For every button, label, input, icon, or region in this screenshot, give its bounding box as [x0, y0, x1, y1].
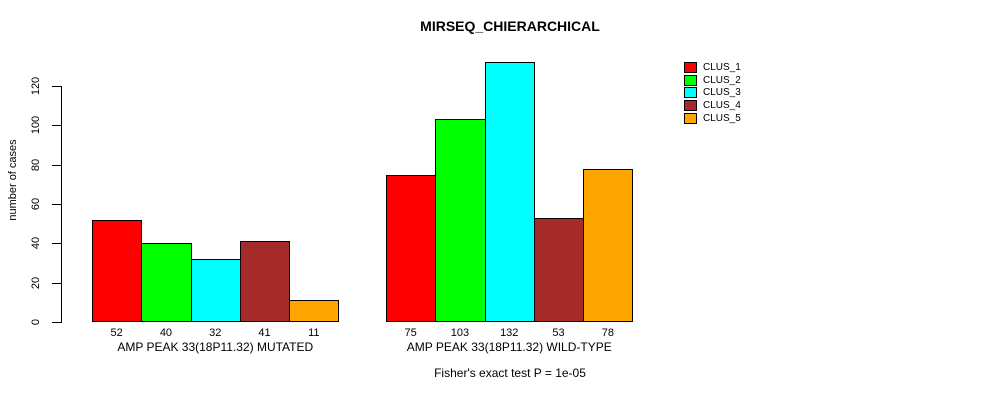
y-tick-label: 120: [30, 76, 42, 96]
y-tick: [52, 164, 61, 166]
bar: [92, 219, 143, 322]
bar: [239, 241, 291, 322]
bar: [484, 62, 535, 322]
bar-value-label: 53: [552, 327, 565, 339]
legend-item-label: CLUS_2: [703, 74, 741, 86]
bar-value-label: 32: [209, 327, 222, 339]
legend-item-label: CLUS_3: [703, 87, 741, 99]
legend-swatch-icon: [684, 61, 697, 73]
bar-value-label: 132: [500, 327, 519, 339]
legend-item-label: CLUS_4: [703, 99, 741, 111]
y-tick: [52, 282, 61, 284]
legend-swatch-icon: [684, 74, 697, 86]
chart-title: MIRSEQ_CHIERARCHICAL: [420, 18, 600, 34]
bar-value-label: 11: [308, 327, 320, 339]
bar: [533, 217, 585, 322]
legend-item: CLUS_5: [684, 112, 741, 125]
legend-swatch-icon: [684, 112, 697, 124]
y-tick: [52, 322, 61, 323]
legend-swatch-icon: [684, 87, 697, 99]
y-tick-label: 0: [30, 318, 42, 326]
legend-swatch-icon: [684, 99, 697, 111]
bar: [141, 243, 192, 322]
bar-value-label: 41: [258, 327, 271, 339]
bar: [583, 168, 634, 322]
y-tick-label: 20: [30, 276, 42, 289]
legend-item-label: CLUS_1: [703, 61, 741, 73]
legend-item: CLUS_4: [684, 99, 741, 112]
y-tick-label: 100: [30, 116, 42, 135]
bar: [435, 119, 486, 322]
y-tick: [52, 86, 61, 87]
x-group-label: AMP PEAK 33(18P11.32) WILD-TYPE: [406, 340, 612, 354]
legend: CLUS_1 CLUS_2 CLUS_3 CLUS_4 CLUS_5: [684, 61, 741, 124]
bar-value-label: 75: [404, 327, 417, 339]
x-group-label: AMP PEAK 33(18P11.32) MUTATED: [117, 340, 314, 354]
y-tick-label: 80: [30, 158, 42, 171]
bar-value-label: 52: [110, 327, 123, 339]
bar-value-label: 103: [450, 327, 470, 339]
bar-value-label: 40: [159, 327, 173, 339]
bar: [386, 174, 437, 322]
legend-item: CLUS_1: [684, 61, 741, 74]
y-tick: [52, 125, 61, 127]
y-tick-label: 60: [30, 197, 42, 211]
legend-item-label: CLUS_5: [703, 112, 741, 124]
y-tick: [52, 243, 61, 245]
bar: [190, 259, 241, 322]
bar: [289, 300, 340, 322]
y-axis-line: [61, 86, 62, 323]
y-tick: [52, 204, 61, 205]
stat-annotation: Fisher's exact test P = 1e-05: [434, 366, 586, 380]
bar-value-label: 78: [601, 327, 614, 339]
legend-item: CLUS_3: [684, 86, 741, 99]
y-tick-label: 40: [30, 237, 42, 250]
legend-item: CLUS_2: [684, 74, 741, 87]
y-axis-label: number of cases: [7, 139, 19, 221]
